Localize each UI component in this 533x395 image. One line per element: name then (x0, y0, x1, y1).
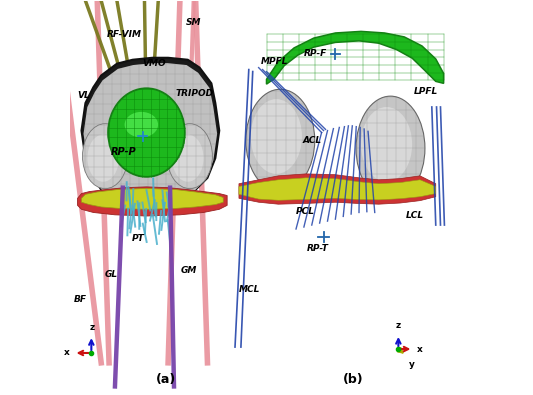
Ellipse shape (246, 89, 314, 192)
Text: ACL: ACL (302, 136, 321, 145)
Ellipse shape (167, 124, 212, 189)
Text: MPFL: MPFL (261, 57, 288, 66)
Polygon shape (82, 188, 223, 209)
Text: y: y (409, 360, 415, 369)
Text: TRIPOD: TRIPOD (175, 89, 213, 98)
Ellipse shape (87, 135, 119, 182)
Text: SM: SM (186, 18, 201, 27)
Text: PT: PT (132, 234, 144, 243)
Ellipse shape (125, 112, 158, 137)
Text: BF: BF (74, 295, 87, 304)
Ellipse shape (172, 135, 204, 182)
Polygon shape (78, 187, 227, 216)
Text: RP-T: RP-T (306, 244, 328, 253)
Text: x: x (64, 348, 70, 357)
Text: (b): (b) (343, 373, 364, 386)
Text: (a): (a) (156, 373, 176, 386)
Polygon shape (82, 58, 219, 203)
Ellipse shape (361, 107, 412, 182)
Text: RP-F: RP-F (304, 49, 328, 58)
Text: LPFL: LPFL (414, 87, 438, 96)
Text: RP-P: RP-P (111, 147, 136, 157)
Text: z: z (396, 321, 401, 330)
Ellipse shape (356, 96, 425, 200)
Text: RF-VIM: RF-VIM (107, 30, 142, 39)
Text: z: z (90, 323, 95, 332)
Text: VL: VL (78, 91, 90, 100)
Polygon shape (266, 31, 443, 84)
Polygon shape (239, 178, 436, 200)
Polygon shape (84, 63, 217, 204)
Text: VMO: VMO (142, 59, 166, 68)
Text: x: x (416, 344, 422, 354)
Text: MCL: MCL (239, 286, 260, 295)
Text: GM: GM (181, 266, 197, 275)
Ellipse shape (251, 99, 302, 174)
Text: PCL: PCL (296, 207, 315, 216)
Text: GL: GL (104, 270, 117, 279)
Text: LCL: LCL (406, 211, 424, 220)
Ellipse shape (108, 88, 185, 177)
Ellipse shape (83, 124, 128, 189)
Polygon shape (239, 174, 436, 204)
